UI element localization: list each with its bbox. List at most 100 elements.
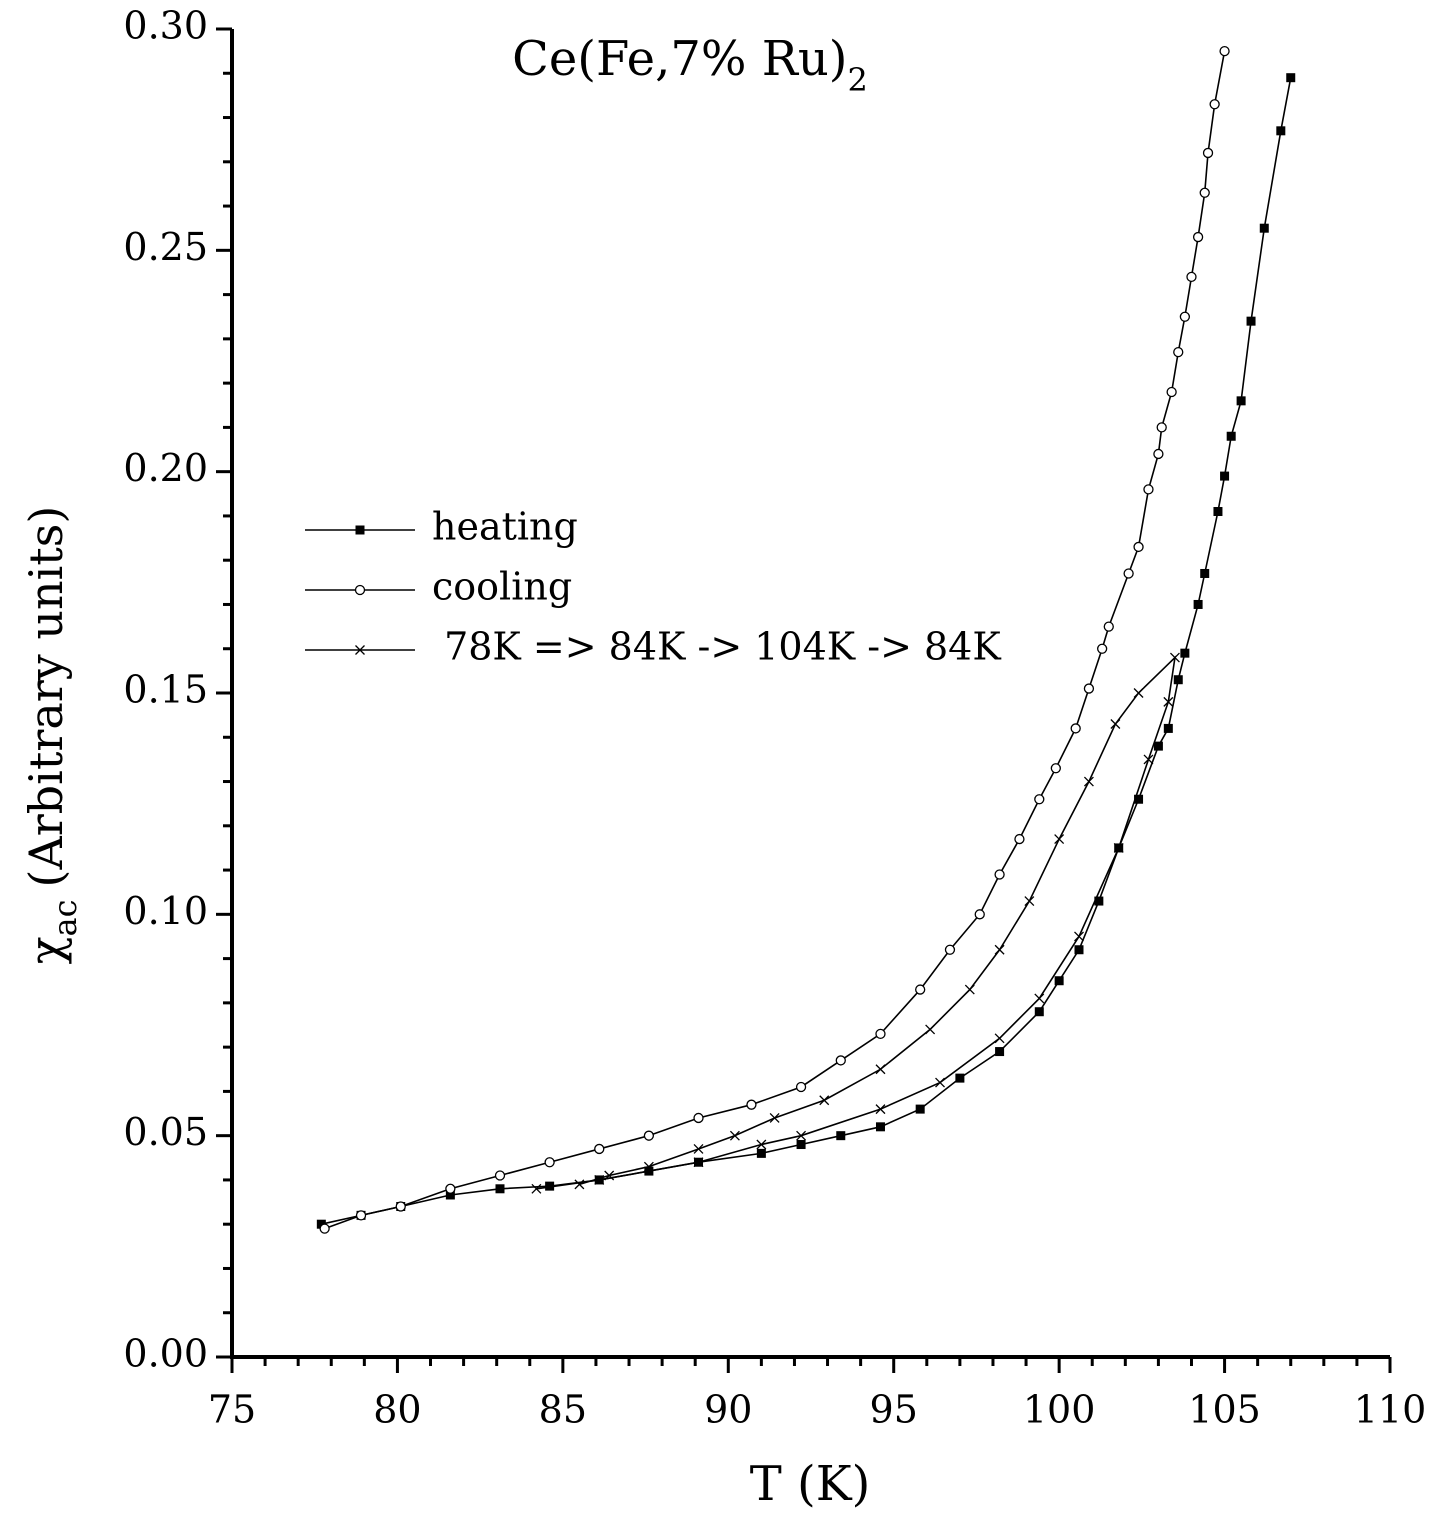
data-point [729, 1130, 740, 1141]
data-point [756, 1148, 766, 1158]
title-subscript: 2 [848, 61, 868, 99]
data-point [693, 1157, 704, 1168]
data-point [1246, 316, 1256, 326]
data-point [1219, 45, 1230, 57]
data-point [875, 1028, 886, 1040]
legend-label: heating [432, 505, 578, 549]
data-point [955, 1073, 965, 1083]
data-point [1236, 396, 1246, 406]
data-point [544, 1157, 555, 1168]
data-point [494, 1170, 506, 1181]
data-point [994, 944, 1005, 955]
data-point [1163, 723, 1173, 733]
data-point [1110, 719, 1121, 729]
data-point [693, 1143, 704, 1154]
data-point [875, 1122, 885, 1132]
y-label-subscript: ac [46, 899, 84, 936]
data-point [974, 909, 985, 920]
data-point [835, 1055, 846, 1066]
data-point [319, 1223, 330, 1234]
data-point [796, 1140, 806, 1150]
data-point [915, 984, 926, 995]
y-label-text: (Arbitrary units) [19, 506, 73, 888]
y-tick-label: 0.05 [123, 1110, 208, 1154]
legend-marker [354, 584, 366, 596]
data-point [1180, 648, 1190, 658]
data-point [1193, 599, 1203, 609]
data-point [643, 1161, 654, 1172]
data-point [1220, 471, 1230, 481]
y-tick-label: 0.10 [123, 889, 208, 933]
data-point [1213, 507, 1223, 517]
data-point [1143, 754, 1154, 765]
data-point [796, 1130, 807, 1141]
data-point [604, 1170, 615, 1181]
data-point [915, 1104, 925, 1114]
data-point [935, 1077, 945, 1088]
data-point [1200, 568, 1210, 578]
data-point [445, 1190, 455, 1200]
data-point [1259, 223, 1269, 233]
y-tick-label: 0.15 [123, 668, 208, 712]
x-tick-label: 105 [1188, 1388, 1261, 1432]
data-point [574, 1179, 585, 1190]
data-point [1083, 776, 1094, 787]
data-point [964, 984, 975, 995]
data-point [395, 1201, 406, 1212]
x-tick-label: 80 [373, 1388, 421, 1432]
data-point [795, 1081, 807, 1093]
data-point [1134, 794, 1144, 804]
series-line [324, 50, 1226, 1230]
data-point [1192, 231, 1204, 243]
y-tick-label: 0.20 [123, 446, 208, 490]
data-point [1097, 643, 1108, 654]
data-point [1226, 431, 1236, 441]
data-point [316, 1219, 326, 1229]
data-point [1202, 147, 1214, 159]
data-point [1133, 541, 1144, 553]
x-tick-label: 85 [539, 1388, 587, 1432]
x-tick-label: 95 [870, 1388, 918, 1432]
data-point [1123, 568, 1134, 579]
data-point [995, 1047, 1005, 1057]
y-tick-label: 0.25 [123, 225, 208, 269]
data-point [1094, 896, 1104, 906]
data-point [1074, 931, 1084, 942]
data-point [355, 1210, 367, 1221]
data-point [925, 1024, 936, 1035]
y-tick-label: 0.30 [123, 4, 208, 48]
data-point [495, 1184, 505, 1194]
data-point [1050, 763, 1061, 774]
chart-title: Ce(Fe,7% Ru)2 [512, 31, 868, 99]
data-point [746, 1099, 757, 1110]
data-point [1153, 448, 1164, 460]
data-point [1166, 386, 1177, 398]
data-point [445, 1183, 456, 1194]
data-point [1199, 187, 1210, 198]
data-point [1070, 723, 1081, 734]
data-point [693, 1112, 704, 1124]
data-point [1014, 833, 1025, 845]
data-point [531, 1183, 542, 1194]
data-point [1143, 484, 1154, 495]
data-point [1163, 696, 1174, 707]
x-tick-label: 110 [1354, 1388, 1427, 1432]
data-point [1054, 976, 1064, 986]
data-point [1276, 126, 1286, 136]
data-point [1156, 422, 1167, 433]
data-point [875, 1104, 886, 1115]
data-point [836, 1131, 846, 1141]
data-point [1133, 688, 1144, 698]
y-tick-label: 0.00 [123, 1332, 208, 1376]
data-point [1173, 675, 1183, 685]
x-tick-label: 90 [704, 1388, 752, 1432]
data-point [1179, 311, 1191, 322]
data-point [769, 1113, 780, 1123]
data-point [643, 1130, 655, 1141]
data-point [1054, 834, 1065, 845]
data-point [1034, 794, 1045, 805]
data-point [1153, 741, 1163, 751]
data-point [756, 1139, 767, 1150]
data-point [1169, 652, 1180, 663]
data-point [1173, 346, 1184, 358]
